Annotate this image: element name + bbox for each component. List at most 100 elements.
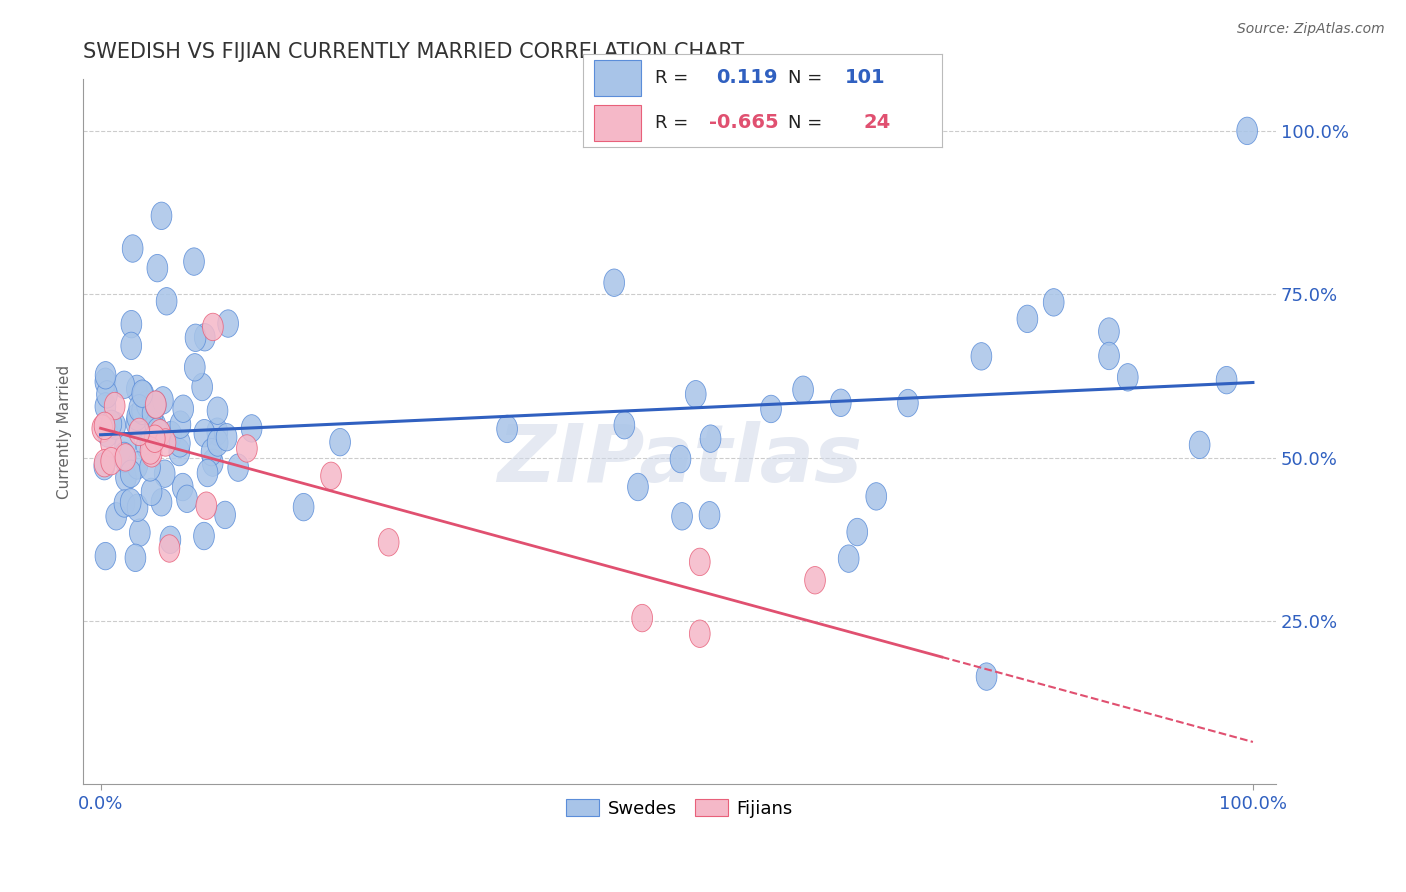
Ellipse shape (627, 474, 648, 500)
Text: -0.665: -0.665 (709, 113, 779, 132)
Ellipse shape (685, 381, 706, 408)
Ellipse shape (197, 459, 218, 487)
Ellipse shape (141, 437, 160, 464)
Ellipse shape (97, 381, 117, 408)
Ellipse shape (136, 391, 157, 418)
Text: 101: 101 (845, 69, 886, 87)
Ellipse shape (122, 235, 143, 262)
Text: 0.119: 0.119 (716, 69, 778, 87)
Ellipse shape (121, 489, 141, 516)
Ellipse shape (96, 368, 115, 395)
Ellipse shape (101, 410, 122, 438)
Ellipse shape (105, 412, 125, 439)
Ellipse shape (242, 415, 262, 442)
Ellipse shape (170, 411, 191, 438)
Ellipse shape (671, 445, 690, 473)
Ellipse shape (761, 395, 782, 423)
Ellipse shape (115, 443, 136, 471)
Ellipse shape (121, 460, 141, 488)
Ellipse shape (194, 523, 214, 549)
Ellipse shape (169, 438, 190, 466)
Ellipse shape (156, 287, 177, 315)
Ellipse shape (101, 430, 121, 458)
Ellipse shape (1017, 305, 1038, 333)
Legend: Swedes, Fijians: Swedes, Fijians (560, 791, 800, 825)
Ellipse shape (1118, 364, 1137, 391)
Ellipse shape (217, 424, 238, 451)
Ellipse shape (631, 605, 652, 632)
Ellipse shape (127, 409, 146, 437)
Ellipse shape (378, 529, 399, 556)
Ellipse shape (115, 464, 136, 491)
Ellipse shape (94, 450, 115, 477)
Ellipse shape (141, 428, 160, 456)
Ellipse shape (114, 442, 135, 470)
Ellipse shape (202, 449, 224, 476)
Ellipse shape (96, 392, 115, 420)
Ellipse shape (689, 620, 710, 648)
Ellipse shape (330, 428, 350, 456)
Ellipse shape (145, 412, 166, 440)
Ellipse shape (496, 415, 517, 442)
Ellipse shape (897, 389, 918, 417)
Ellipse shape (121, 332, 142, 359)
Ellipse shape (114, 445, 135, 473)
Ellipse shape (804, 566, 825, 594)
Text: 24: 24 (863, 113, 890, 132)
Ellipse shape (972, 343, 991, 370)
Ellipse shape (170, 430, 190, 457)
Ellipse shape (127, 403, 148, 431)
Text: ZIPatlas: ZIPatlas (498, 421, 862, 499)
Ellipse shape (115, 433, 135, 460)
Ellipse shape (91, 415, 112, 442)
Ellipse shape (201, 439, 222, 466)
Ellipse shape (114, 490, 135, 517)
Ellipse shape (101, 448, 121, 475)
Ellipse shape (1189, 431, 1211, 458)
Ellipse shape (96, 542, 115, 570)
Ellipse shape (114, 371, 135, 399)
Ellipse shape (1098, 318, 1119, 345)
Ellipse shape (150, 489, 172, 516)
Text: Source: ZipAtlas.com: Source: ZipAtlas.com (1237, 22, 1385, 37)
Ellipse shape (194, 419, 215, 447)
Ellipse shape (155, 429, 176, 456)
Ellipse shape (831, 389, 851, 417)
Ellipse shape (97, 420, 118, 447)
Text: N =: N = (787, 69, 828, 87)
Ellipse shape (132, 397, 152, 425)
Ellipse shape (976, 663, 997, 690)
Ellipse shape (155, 460, 176, 487)
Ellipse shape (125, 544, 146, 572)
Ellipse shape (127, 494, 148, 522)
Ellipse shape (173, 474, 193, 500)
Ellipse shape (194, 324, 215, 351)
Ellipse shape (614, 411, 634, 439)
Ellipse shape (177, 485, 197, 513)
Ellipse shape (321, 462, 342, 490)
Ellipse shape (127, 376, 148, 402)
Ellipse shape (129, 519, 150, 546)
Ellipse shape (173, 395, 194, 423)
Ellipse shape (148, 417, 167, 445)
Text: R =: R = (655, 114, 695, 132)
Ellipse shape (94, 412, 115, 440)
Ellipse shape (141, 478, 162, 506)
Ellipse shape (793, 376, 814, 403)
Ellipse shape (195, 492, 217, 519)
Ellipse shape (689, 549, 710, 575)
Ellipse shape (94, 452, 115, 480)
Ellipse shape (207, 429, 228, 457)
Ellipse shape (104, 392, 125, 420)
Ellipse shape (603, 269, 624, 296)
Ellipse shape (186, 324, 205, 351)
Ellipse shape (136, 433, 157, 459)
Bar (595, 105, 641, 141)
Ellipse shape (184, 248, 204, 276)
Ellipse shape (207, 418, 228, 445)
Ellipse shape (699, 501, 720, 529)
Ellipse shape (672, 502, 692, 530)
Ellipse shape (134, 381, 153, 409)
Ellipse shape (228, 454, 249, 482)
Bar (595, 60, 641, 95)
